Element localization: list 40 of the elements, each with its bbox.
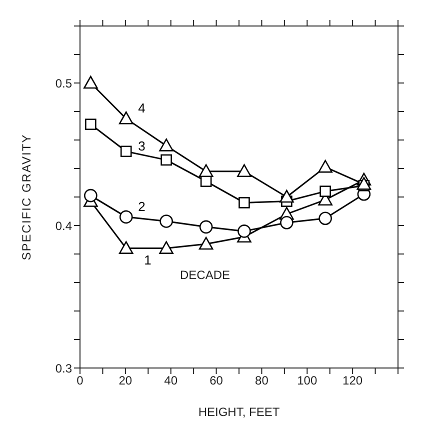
y-tick-label: 0.5 — [55, 76, 72, 90]
point — [119, 210, 133, 224]
point — [237, 164, 252, 177]
point — [160, 214, 173, 228]
point — [356, 177, 372, 190]
y-axis-title: SPECIFIC GRAVITY — [19, 134, 34, 260]
point — [320, 186, 331, 197]
x-tick-label: 40 — [164, 374, 178, 388]
x-tick-label: 100 — [297, 374, 318, 388]
point — [159, 241, 174, 254]
point — [198, 236, 214, 250]
point — [280, 216, 294, 230]
y-tick-label: 0.4 — [55, 218, 72, 233]
point — [120, 146, 132, 158]
point — [118, 241, 134, 254]
point — [238, 224, 251, 238]
point — [318, 212, 332, 226]
series-label: 4 — [138, 100, 146, 116]
point — [198, 164, 214, 177]
x-tick-label: 0 — [76, 374, 84, 388]
x-tick-label: 60 — [210, 374, 224, 388]
point — [199, 220, 213, 234]
point — [318, 160, 332, 173]
point — [160, 154, 172, 166]
point — [85, 118, 96, 130]
series-label: 1 — [144, 252, 152, 268]
x-axis-title: HEIGHT, FEET — [198, 405, 280, 419]
point — [159, 138, 174, 152]
x-tick-label: 80 — [255, 374, 269, 388]
x-tick-label: 20 — [118, 374, 132, 388]
point — [84, 188, 98, 202]
point — [84, 76, 98, 89]
point — [118, 111, 134, 124]
point — [280, 190, 294, 203]
series-label: 2 — [138, 198, 146, 214]
x-tick-label: 120 — [342, 374, 363, 388]
series-label: 3 — [138, 138, 146, 154]
point — [238, 197, 250, 208]
y-tick-label: 0.3 — [55, 361, 72, 376]
annotation: DECADE — [180, 268, 230, 282]
